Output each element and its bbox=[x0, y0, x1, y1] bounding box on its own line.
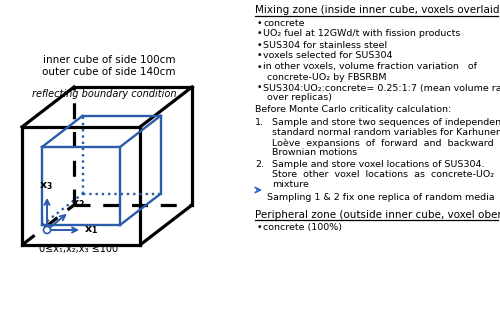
Text: inner cube of side 100cm: inner cube of side 100cm bbox=[43, 55, 176, 65]
Text: Sample and store two sequences of independent: Sample and store two sequences of indepe… bbox=[272, 118, 500, 127]
Text: standard normal random variables for Karhunen-: standard normal random variables for Kar… bbox=[272, 128, 500, 137]
Text: 0≤x₁,x₂,x₃ ≤100: 0≤x₁,x₂,x₃ ≤100 bbox=[39, 244, 118, 254]
Text: outer cube of side 140cm: outer cube of side 140cm bbox=[42, 67, 176, 77]
Text: $\mathbf{x_3}$: $\mathbf{x_3}$ bbox=[39, 180, 53, 192]
Circle shape bbox=[44, 226, 51, 234]
Text: •: • bbox=[257, 84, 262, 92]
Text: SUS304 for stainless steel: SUS304 for stainless steel bbox=[263, 40, 387, 49]
Text: concrete: concrete bbox=[263, 18, 304, 27]
Text: •: • bbox=[257, 62, 262, 71]
Text: •: • bbox=[257, 51, 262, 60]
Text: voxels selected for SUS304: voxels selected for SUS304 bbox=[263, 51, 392, 60]
Text: Loève  expansions  of  forward  and  backward: Loève expansions of forward and backward bbox=[272, 138, 494, 148]
Text: Store  other  voxel  locations  as  concrete-UO₂: Store other voxel locations as concrete-… bbox=[272, 170, 494, 179]
Text: concrete (100%): concrete (100%) bbox=[263, 223, 342, 232]
Text: Peripheral zone (outside inner cube, voxel oberlaid): Peripheral zone (outside inner cube, vox… bbox=[255, 210, 500, 220]
Text: $\mathbf{x_1}$: $\mathbf{x_1}$ bbox=[84, 224, 98, 236]
Text: concrete-UO₂ by FBSRBM: concrete-UO₂ by FBSRBM bbox=[267, 72, 386, 81]
Text: Brownian motions: Brownian motions bbox=[272, 148, 357, 157]
Text: 2.: 2. bbox=[255, 160, 264, 169]
Text: Before Monte Carlo criticality calculation:: Before Monte Carlo criticality calculati… bbox=[255, 106, 451, 114]
Text: Sample and store voxel locations of SUS304.: Sample and store voxel locations of SUS3… bbox=[272, 160, 484, 169]
Text: •: • bbox=[257, 40, 262, 49]
Text: UO₂ fuel at 12GWd/t with fission products: UO₂ fuel at 12GWd/t with fission product… bbox=[263, 29, 460, 38]
Text: mixture: mixture bbox=[272, 180, 309, 189]
Text: Mixing zone (inside inner cube, voxels overlaid): Mixing zone (inside inner cube, voxels o… bbox=[255, 5, 500, 15]
Text: •: • bbox=[257, 223, 262, 232]
Text: Sampling 1 & 2 fix one replica of random media: Sampling 1 & 2 fix one replica of random… bbox=[267, 193, 494, 202]
Text: $\mathbf{x_2}$: $\mathbf{x_2}$ bbox=[71, 198, 85, 210]
Text: •: • bbox=[257, 18, 262, 27]
Text: •: • bbox=[257, 29, 262, 38]
Text: SUS304:UO₂:concrete= 0.25:1:7 (mean volume ratio: SUS304:UO₂:concrete= 0.25:1:7 (mean volu… bbox=[263, 84, 500, 92]
Text: 1.: 1. bbox=[255, 118, 264, 127]
Text: over replicas): over replicas) bbox=[267, 93, 332, 102]
Text: reflecting boundary condition: reflecting boundary condition bbox=[32, 89, 176, 99]
Text: in other voxels, volume fraction variation   of: in other voxels, volume fraction variati… bbox=[263, 62, 477, 71]
